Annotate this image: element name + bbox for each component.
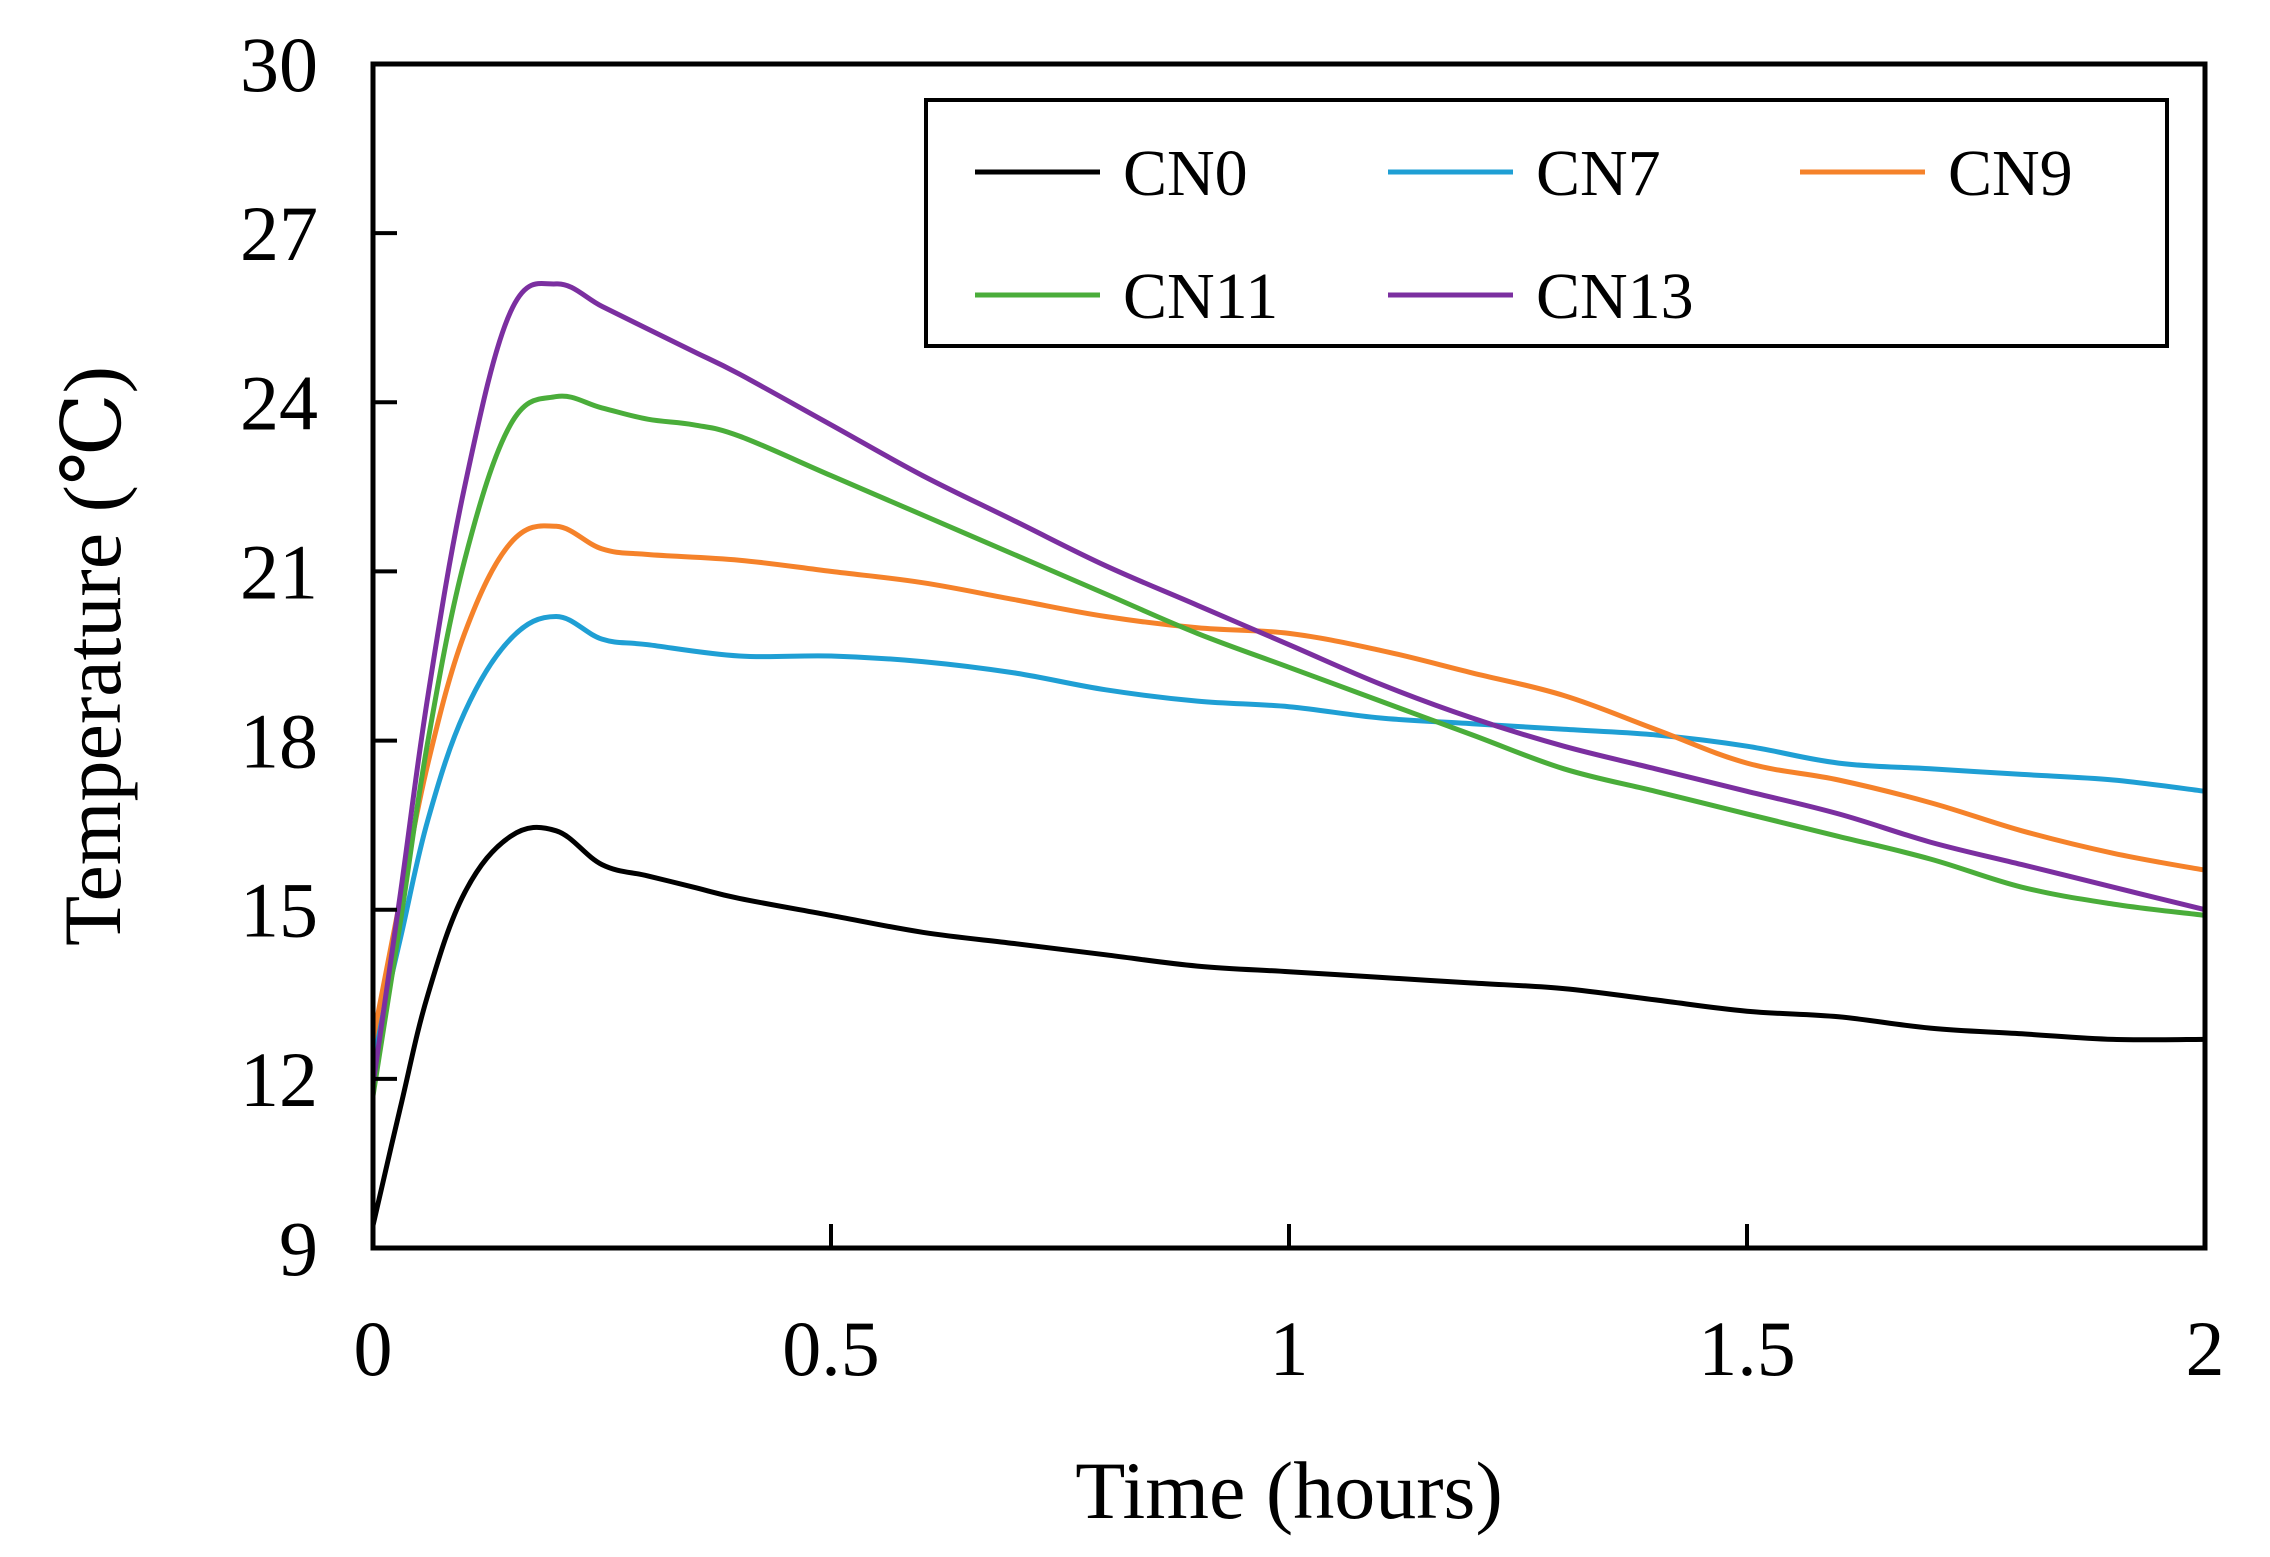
legend-label-cn7: CN7 (1536, 137, 1661, 210)
legend: CN0 CN7 CN9 CN11 CN13 (924, 98, 2169, 348)
y-tick-label: 30 (240, 21, 318, 108)
y-tick-label: 12 (240, 1036, 318, 1123)
legend-label-cn9: CN9 (1948, 137, 2073, 210)
y-tick-label: 24 (240, 359, 318, 446)
x-tick-label: 0 (354, 1305, 393, 1392)
x-axis-title: Time (hours) (1075, 1445, 1503, 1536)
series-line-cn7 (370, 614, 2208, 1059)
legend-box (924, 98, 2169, 348)
x-tick-label: 1 (1270, 1305, 1309, 1392)
y-tick-label: 18 (240, 698, 318, 785)
x-tick-label: 1.5 (1698, 1305, 1796, 1392)
y-axis: 9 12 15 18 21 24 27 30 (240, 21, 397, 1292)
y-tick-label: 9 (279, 1205, 318, 1292)
series-line-cn9 (370, 523, 2208, 1042)
legend-items: CN0 CN7 CN9 CN11 CN13 (975, 137, 2073, 333)
legend-label-cn0: CN0 (1123, 137, 1248, 210)
series-line-cn0 (370, 824, 2208, 1228)
series-layer (370, 281, 2208, 1228)
x-axis: 0 0.5 1 1.5 2 (354, 1224, 2225, 1392)
y-axis-title: Temperature (℃) (47, 366, 138, 946)
series-line-cn13 (370, 281, 2208, 1087)
x-tick-label: 0.5 (782, 1305, 880, 1392)
y-tick-label: 21 (240, 528, 318, 615)
x-tick-label: 2 (2186, 1305, 2225, 1392)
legend-label-cn11: CN11 (1123, 260, 1278, 333)
y-tick-label: 27 (240, 190, 318, 277)
series-line-cn11 (370, 393, 2208, 1099)
y-tick-label: 15 (240, 867, 318, 954)
legend-label-cn13: CN13 (1536, 260, 1694, 333)
